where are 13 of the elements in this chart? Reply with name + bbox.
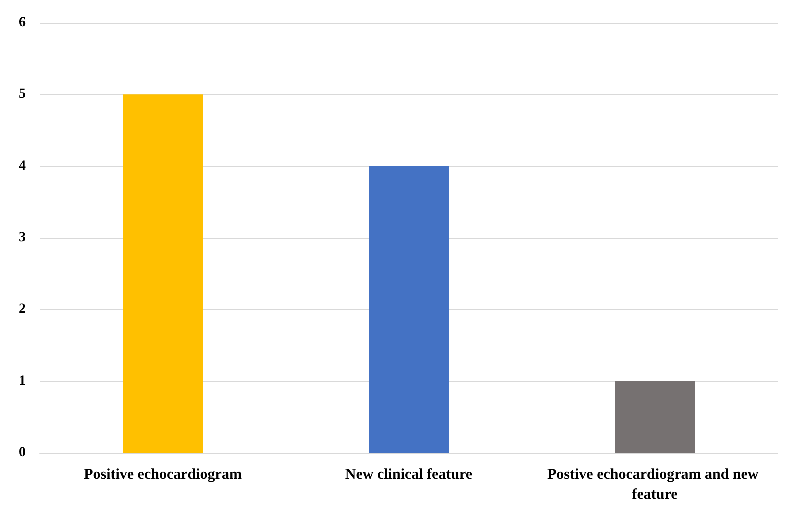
y-tick-label: 0 xyxy=(19,446,26,460)
y-tick-label: 6 xyxy=(19,16,26,30)
y-tick-label: 2 xyxy=(19,302,26,318)
bar xyxy=(369,166,449,453)
x-tick-label: Positive echocardiogram xyxy=(84,467,242,483)
bar xyxy=(615,381,695,453)
y-tick-label: 5 xyxy=(19,87,26,102)
x-tick-label: New clinical feature xyxy=(345,467,473,483)
y-tick-label: 4 xyxy=(19,158,26,174)
y-tick-label: 3 xyxy=(19,230,26,246)
y-tick-label: 1 xyxy=(19,374,26,389)
bar xyxy=(123,94,203,453)
x-tick-label: Postive echocardiogram and new feature xyxy=(548,467,762,503)
